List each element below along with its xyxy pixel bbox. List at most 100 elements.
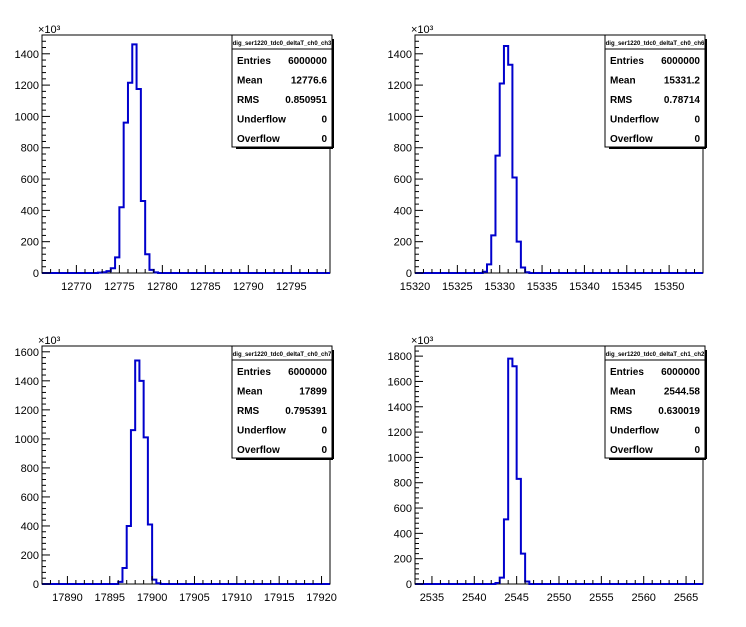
y-tick-label: 1600	[15, 347, 39, 359]
stats-label: Entries	[610, 367, 644, 378]
y-tick-label: 1000	[388, 111, 412, 123]
stats-label: RMS	[610, 95, 633, 106]
x-tick-label: 15330	[484, 281, 515, 293]
x-tick-label: 17920	[306, 592, 337, 604]
histogram-line	[42, 359, 330, 585]
x-tick-label: 2560	[631, 592, 655, 604]
x-tick-label: 17890	[52, 592, 83, 604]
y-tick-label: 200	[21, 237, 39, 249]
stats-label: Overflow	[610, 134, 653, 145]
x-tick-label: 17900	[137, 592, 168, 604]
pad-bottom-left: 17890 17895 17900 17905 17910 17915 17920 0 200 4…	[0, 311, 373, 622]
stats-box	[604, 34, 706, 148]
stats-value: 6000000	[288, 367, 327, 378]
y-tick-label: 1000	[15, 111, 39, 123]
y-tick-label: 0	[33, 268, 39, 280]
stats-label: Overflow	[610, 445, 653, 456]
stats-value: 2544.58	[664, 387, 701, 398]
stats-label: RMS	[237, 406, 260, 417]
histogram-line	[42, 43, 330, 274]
y-exponent-label: ×10³	[411, 24, 434, 36]
y-tick-label: 1400	[15, 49, 39, 61]
y-tick-label: 1200	[15, 80, 39, 92]
x-tick-label: 12790	[233, 281, 264, 293]
y-exponent-label: ×10³	[38, 24, 61, 36]
stats-value: 6000000	[288, 56, 327, 67]
x-tick-label: 17910	[222, 592, 253, 604]
y-tick-label: 400	[21, 205, 39, 217]
stats-label: Entries	[237, 56, 271, 67]
x-tick-label: 15320	[400, 281, 431, 293]
x-tick-label: 17905	[179, 592, 210, 604]
x-tick-label: 2540	[462, 592, 486, 604]
x-tick-label: 12770	[61, 281, 92, 293]
stats-label: RMS	[610, 406, 633, 417]
y-tick-label: 1400	[388, 402, 412, 414]
stats-title: dig_ser1220_tdc0_deltaT_ch0_ch3	[233, 41, 332, 47]
stats-value: 0	[321, 134, 327, 145]
y-tick-label: 0	[33, 579, 39, 591]
stats-value: 6000000	[661, 56, 700, 67]
stats-label: Overflow	[237, 134, 280, 145]
pad-top-left: 12770 12775 12780 12785 12790 12795 0 200 400 600…	[0, 0, 373, 311]
x-tick-label: 12785	[190, 281, 221, 293]
x-tick-label: 15345	[611, 281, 642, 293]
y-tick-label: 400	[394, 528, 412, 540]
stats-value: 0	[694, 115, 700, 126]
x-tick-label: 15335	[527, 281, 558, 293]
stats-value: 0.795391	[285, 406, 327, 417]
y-tick-label: 600	[21, 492, 39, 504]
y-tick-label: 1400	[388, 49, 412, 61]
stats-value: 0	[321, 115, 327, 126]
stats-value: 15331.2	[664, 76, 701, 87]
histogram-chart: 17890 17895 17900 17905 17910 17915 17920 0 200 4…	[15, 335, 337, 604]
y-exponent-label: ×10³	[411, 335, 434, 347]
y-tick-label: 1200	[388, 80, 412, 92]
stats-label: Underflow	[237, 426, 286, 437]
x-tick-label: 15350	[654, 281, 685, 293]
stats-value: 0	[694, 445, 700, 456]
y-tick-label: 600	[394, 174, 412, 186]
stats-label: Mean	[237, 387, 263, 398]
y-tick-label: 800	[21, 143, 39, 155]
stats-title: dig_ser1220_tdc0_deltaT_ch1_ch2	[606, 352, 705, 358]
y-tick-label: 200	[394, 554, 412, 566]
y-tick-label: 1800	[388, 351, 412, 363]
pad-top-right: 15320 15325 15330 15335 15340 15345 15350 0 200 4…	[373, 0, 746, 311]
stats-value: 0	[321, 426, 327, 437]
x-tick-label: 2535	[420, 592, 444, 604]
y-tick-label: 0	[406, 579, 412, 591]
x-tick-label: 12780	[147, 281, 178, 293]
stats-label: Mean	[237, 76, 263, 87]
y-tick-label: 800	[394, 478, 412, 490]
pad-bottom-right: 2535 2540 2545 2550 2555 2560 2565 0 200 400 600 80…	[373, 311, 746, 622]
y-tick-label: 1600	[388, 376, 412, 388]
y-tick-label: 0	[406, 268, 412, 280]
stats-value: 0.78714	[664, 95, 701, 106]
stats-label: Mean	[610, 387, 636, 398]
x-tick-label: 2545	[504, 592, 528, 604]
stats-box	[231, 34, 333, 148]
x-tick-label: 15325	[442, 281, 473, 293]
stats-title: dig_ser1220_tdc0_deltaT_ch0_ch7	[233, 352, 332, 358]
stats-value: 12776.6	[291, 76, 328, 87]
x-tick-label: 2565	[674, 592, 698, 604]
stats-value: 0	[694, 426, 700, 437]
y-tick-label: 800	[21, 463, 39, 475]
y-tick-label: 1400	[15, 376, 39, 388]
histogram-chart: 12770 12775 12780 12785 12790 12795 0 200 400 600…	[15, 24, 334, 293]
y-tick-label: 600	[394, 503, 412, 515]
x-tick-label: 15340	[569, 281, 600, 293]
stats-label: Entries	[610, 56, 644, 67]
stats-box	[231, 345, 333, 459]
y-tick-label: 800	[394, 143, 412, 155]
y-tick-label: 1000	[388, 452, 412, 464]
stats-box	[604, 345, 706, 459]
x-tick-label: 12795	[276, 281, 307, 293]
stats-value: 6000000	[661, 367, 700, 378]
y-tick-label: 1200	[388, 427, 412, 439]
histogram-line	[415, 44, 703, 274]
stats-label: Overflow	[237, 445, 280, 456]
x-tick-label: 17895	[94, 592, 125, 604]
y-tick-label: 600	[21, 174, 39, 186]
